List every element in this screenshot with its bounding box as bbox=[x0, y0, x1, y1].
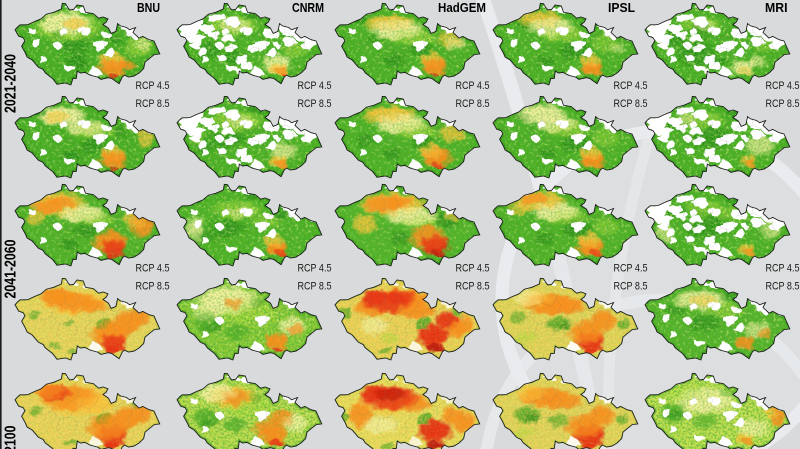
svg-text:RCP 4.5: RCP 4.5 bbox=[766, 80, 800, 92]
svg-text:RCP 8.5: RCP 8.5 bbox=[614, 98, 648, 110]
svg-text:2021-2040: 2021-2040 bbox=[3, 54, 20, 113]
svg-text:RCP 4.5: RCP 4.5 bbox=[614, 80, 648, 92]
svg-text:RCP 4.5: RCP 4.5 bbox=[298, 263, 332, 275]
svg-text:RCP 8.5: RCP 8.5 bbox=[298, 98, 332, 110]
svg-text:RCP 8.5: RCP 8.5 bbox=[614, 281, 648, 293]
svg-text:BNU: BNU bbox=[137, 1, 160, 15]
svg-text:HadGEM: HadGEM bbox=[438, 1, 486, 15]
svg-text:2081-2100: 2081-2100 bbox=[3, 425, 20, 449]
svg-text:RCP 8.5: RCP 8.5 bbox=[766, 281, 800, 293]
svg-text:RCP 4.5: RCP 4.5 bbox=[456, 263, 490, 275]
svg-text:2041-2060: 2041-2060 bbox=[3, 239, 20, 298]
svg-text:RCP 8.5: RCP 8.5 bbox=[456, 281, 490, 293]
svg-text:CNRM: CNRM bbox=[292, 1, 324, 15]
svg-text:RCP 8.5: RCP 8.5 bbox=[766, 98, 800, 110]
svg-text:RCP 8.5: RCP 8.5 bbox=[136, 98, 170, 110]
svg-text:IPSL: IPSL bbox=[608, 1, 635, 15]
svg-text:RCP 8.5: RCP 8.5 bbox=[136, 281, 170, 293]
svg-text:MRI: MRI bbox=[765, 1, 788, 15]
svg-text:RCP 4.5: RCP 4.5 bbox=[136, 263, 170, 275]
svg-text:RCP 8.5: RCP 8.5 bbox=[298, 281, 332, 293]
svg-text:RCP 8.5: RCP 8.5 bbox=[456, 98, 490, 110]
svg-text:RCP 4.5: RCP 4.5 bbox=[298, 80, 332, 92]
svg-text:RCP 4.5: RCP 4.5 bbox=[456, 80, 490, 92]
svg-text:RCP 4.5: RCP 4.5 bbox=[766, 263, 800, 275]
svg-text:RCP 4.5: RCP 4.5 bbox=[136, 80, 170, 92]
svg-text:RCP 4.5: RCP 4.5 bbox=[614, 263, 648, 275]
